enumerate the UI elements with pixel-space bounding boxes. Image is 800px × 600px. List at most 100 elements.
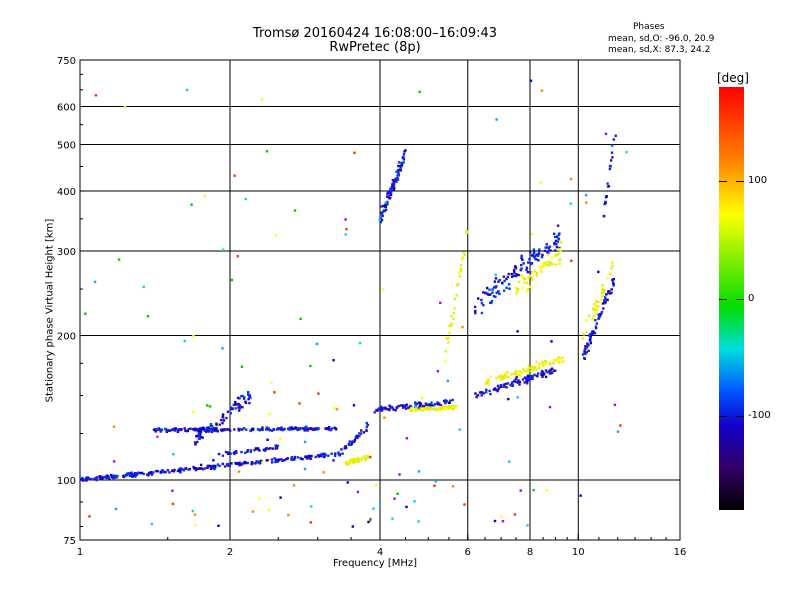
echo-point [221,413,225,416]
echo-point [592,307,595,311]
noise-point [217,524,220,527]
echo-point [193,467,196,470]
echo-point [291,427,294,431]
echo-point [516,381,520,384]
noise-point [299,317,302,321]
echo-point [108,477,111,481]
echo-point [237,404,241,407]
echo-point [227,462,231,466]
echo-point [220,428,223,432]
echo-point [433,403,437,406]
echo-point [348,440,351,443]
echo-point [495,285,498,288]
echo-point [140,471,144,475]
echo-point [499,385,503,388]
echo-point [535,360,538,363]
echo-point [603,299,606,302]
echo-point [364,458,367,461]
echo-point [547,261,550,264]
echo-point [228,428,231,431]
echo-point [553,241,556,245]
echo-point [216,463,220,466]
noise-point [579,494,582,497]
echo-point [526,374,530,377]
echo-point [246,461,249,465]
echo-point [198,434,201,438]
echo-point [443,399,446,403]
echo-point [540,270,543,273]
echo-point [274,460,277,464]
echo-point [489,392,492,396]
echo-point [314,455,317,459]
echo-point [235,451,238,454]
echo-point [197,429,201,433]
echo-point [594,319,597,322]
echo-point [418,405,422,408]
noise-point [369,517,372,521]
y-tick-label: 300 [57,247,76,258]
echo-point [547,249,551,252]
noise-point [185,88,189,92]
noise-point [208,405,212,408]
echo-point [450,322,453,325]
echo-point [223,428,227,431]
echo-point [402,406,405,409]
echo-point [183,427,186,430]
echo-point [264,448,267,451]
echo-point [495,291,498,295]
echo-point [341,452,344,455]
echo-point [145,473,149,476]
noise-point [619,424,622,427]
echo-point [212,426,215,430]
echo-point [547,246,551,249]
echo-point [583,356,586,360]
noise-point [519,489,522,492]
noise-point [391,517,394,520]
echo-point [546,253,549,256]
echo-point [301,458,304,461]
echo-point [523,381,526,384]
echo-point [609,165,612,168]
echo-point [380,405,383,409]
echo-point [593,308,597,311]
echo-point [541,373,544,377]
noise-point [192,335,195,338]
echo-point [480,298,483,302]
echo-point [453,297,456,300]
echo-point [522,262,525,265]
noise-point [352,404,356,407]
echo-point [112,474,116,478]
echo-point [413,408,417,411]
echo-point [598,315,601,319]
echo-point [360,458,363,461]
echo-point [404,407,408,410]
noise-point [433,484,436,487]
noise-point [260,98,264,101]
echo-point [458,275,461,278]
echo-point [554,369,557,372]
echo-point [480,311,484,315]
noise-point [112,460,116,463]
x-tick-label: 8 [527,547,533,558]
echo-point [392,180,396,184]
echo-point [520,267,523,270]
noise-point [369,455,372,459]
echo-point [496,384,500,388]
echo-point [503,374,507,377]
echo-point [548,361,552,365]
echo-point [222,419,225,422]
echo-point [392,185,395,188]
echo-point [394,177,397,181]
echo-point [601,302,605,305]
echo-point [529,251,532,254]
echo-point [553,235,557,239]
echo-point [164,427,167,431]
noise-point [604,132,608,135]
echo-point [541,253,544,257]
echo-point [584,352,587,355]
echo-point [533,255,536,259]
noise-point [298,402,301,405]
echo-point [504,372,508,375]
noise-point [446,379,449,383]
echo-point [526,382,529,385]
